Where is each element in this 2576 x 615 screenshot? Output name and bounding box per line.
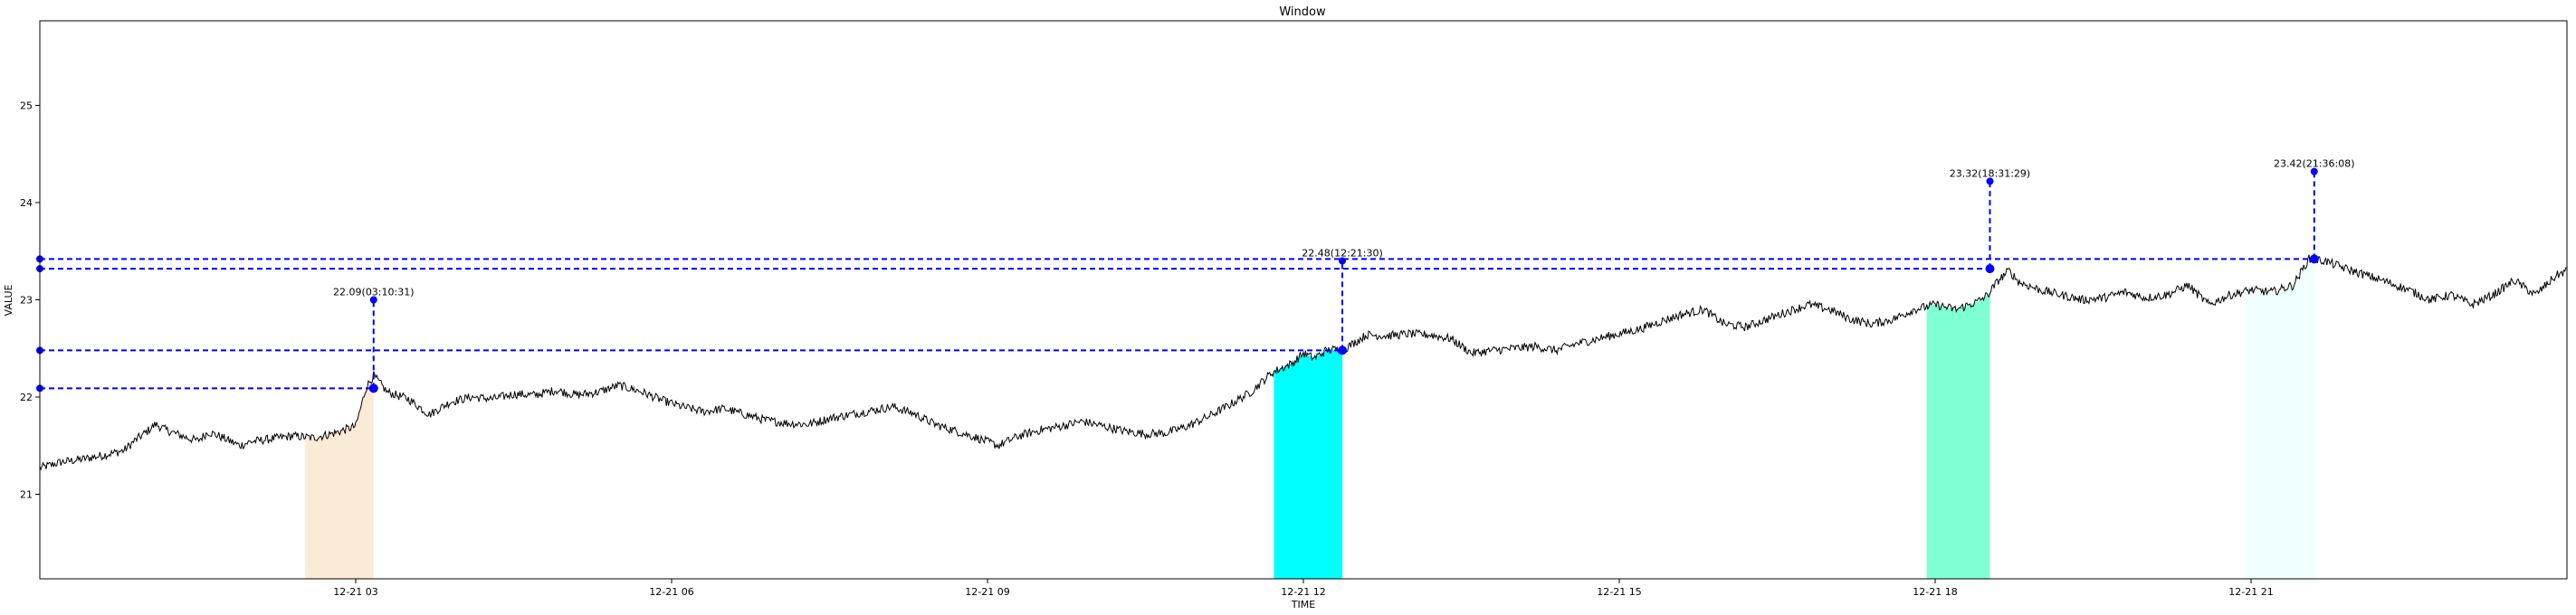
- x-tick-label-4: 12-21 12: [1281, 586, 1325, 598]
- highlight-window-4: [2246, 259, 2314, 579]
- value-marker-2: [1338, 345, 1348, 355]
- highlight-window-3: [1926, 291, 1990, 579]
- peak-marker-3: [1986, 177, 1994, 185]
- series-line-1: [39, 254, 2568, 471]
- value-marker-3: [1985, 264, 1995, 274]
- peak-marker-1: [369, 296, 377, 304]
- highlight-window-2: [1274, 348, 1343, 579]
- value-marker-4: [2309, 254, 2319, 264]
- plot-area: 22.09(03:10:31) 22.48(12:21:30) 23.32(18:3…: [36, 158, 2568, 579]
- x-tick-label-7: 12-21 21: [2228, 586, 2273, 598]
- y-axis-label: VALUE: [3, 284, 14, 316]
- marker-annotation-3: 23.32(18:31:29): [1950, 167, 2030, 179]
- x-tick-label-5: 12-21 15: [1597, 586, 1641, 598]
- x-tick-label-2: 12-21 06: [649, 586, 693, 598]
- y-tick-label-2: 22: [20, 392, 33, 403]
- x-axis-label: TIME: [1291, 599, 1315, 610]
- x-tick-label-6: 12-21 18: [1913, 586, 1957, 598]
- x-tick-label-1: 12-21 03: [333, 586, 377, 598]
- marker-annotation-2: 22.48(12:21:30): [1302, 248, 1382, 260]
- marker-annotation-4: 23.42(21:36:08): [2274, 158, 2354, 170]
- value-marker-1: [368, 383, 378, 393]
- peak-marker-4: [2310, 167, 2318, 175]
- chart-title: Window: [1279, 5, 1326, 19]
- x-tick-label-3: 12-21 09: [965, 586, 1009, 598]
- y-tick-label-4: 24: [20, 197, 33, 209]
- y-tick-label-1: 21: [20, 488, 33, 500]
- y-tick-label-5: 25: [20, 100, 33, 112]
- highlight-window-1: [305, 375, 374, 579]
- y-tick-label-3: 23: [20, 295, 33, 307]
- marker-annotation-1: 22.09(03:10:31): [333, 287, 414, 298]
